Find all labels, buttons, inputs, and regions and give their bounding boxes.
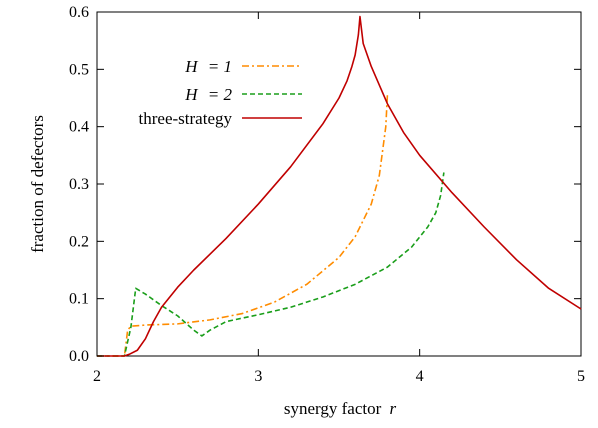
legend-label-h2-rest: = 2 bbox=[208, 85, 233, 104]
y-tick-label: 0.1 bbox=[69, 291, 89, 308]
x-axis-label-text: synergy factor bbox=[284, 399, 382, 418]
series-line-h1 bbox=[97, 95, 389, 357]
legend-label-three-strategy: three-strategy bbox=[139, 109, 233, 128]
x-axis-label: synergy factor r bbox=[284, 399, 397, 418]
legend-label-h2-var: H bbox=[184, 85, 199, 104]
x-tick-label: 2 bbox=[93, 368, 101, 385]
series-line-h2 bbox=[97, 172, 445, 357]
y-tick-label: 0.3 bbox=[69, 176, 89, 193]
plot-frame bbox=[96, 11, 582, 357]
x-axis-label-var: r bbox=[390, 399, 397, 418]
y-tick-label: 0.6 bbox=[69, 4, 89, 21]
y-tick-label: 0.5 bbox=[69, 61, 89, 78]
legend-label-h1-rest: = 1 bbox=[208, 57, 232, 76]
y-tick-label: 0.2 bbox=[69, 233, 89, 250]
x-tick-label: 3 bbox=[254, 368, 262, 385]
plot-area bbox=[96, 11, 582, 357]
legend: H = 1 H = 2 three-strategy bbox=[139, 57, 302, 128]
x-tick-label: 4 bbox=[416, 368, 424, 385]
legend-label-h1-var: H bbox=[184, 57, 199, 76]
series-layer bbox=[97, 15, 582, 357]
x-tick-label: 5 bbox=[577, 368, 585, 385]
y-axis-label: fraction of defectors bbox=[28, 115, 47, 253]
legend-label-h2: H = 2 bbox=[184, 85, 232, 104]
series-line-three-strategy bbox=[97, 15, 582, 357]
ticks-layer: 2 3 4 5 0.0 0.1 0.2 0.3 0.4 0.5 0.6 bbox=[69, 4, 585, 385]
y-tick-label: 0.4 bbox=[69, 119, 89, 136]
legend-label-h1: H = 1 bbox=[184, 57, 232, 76]
y-tick-label: 0.0 bbox=[69, 348, 89, 365]
